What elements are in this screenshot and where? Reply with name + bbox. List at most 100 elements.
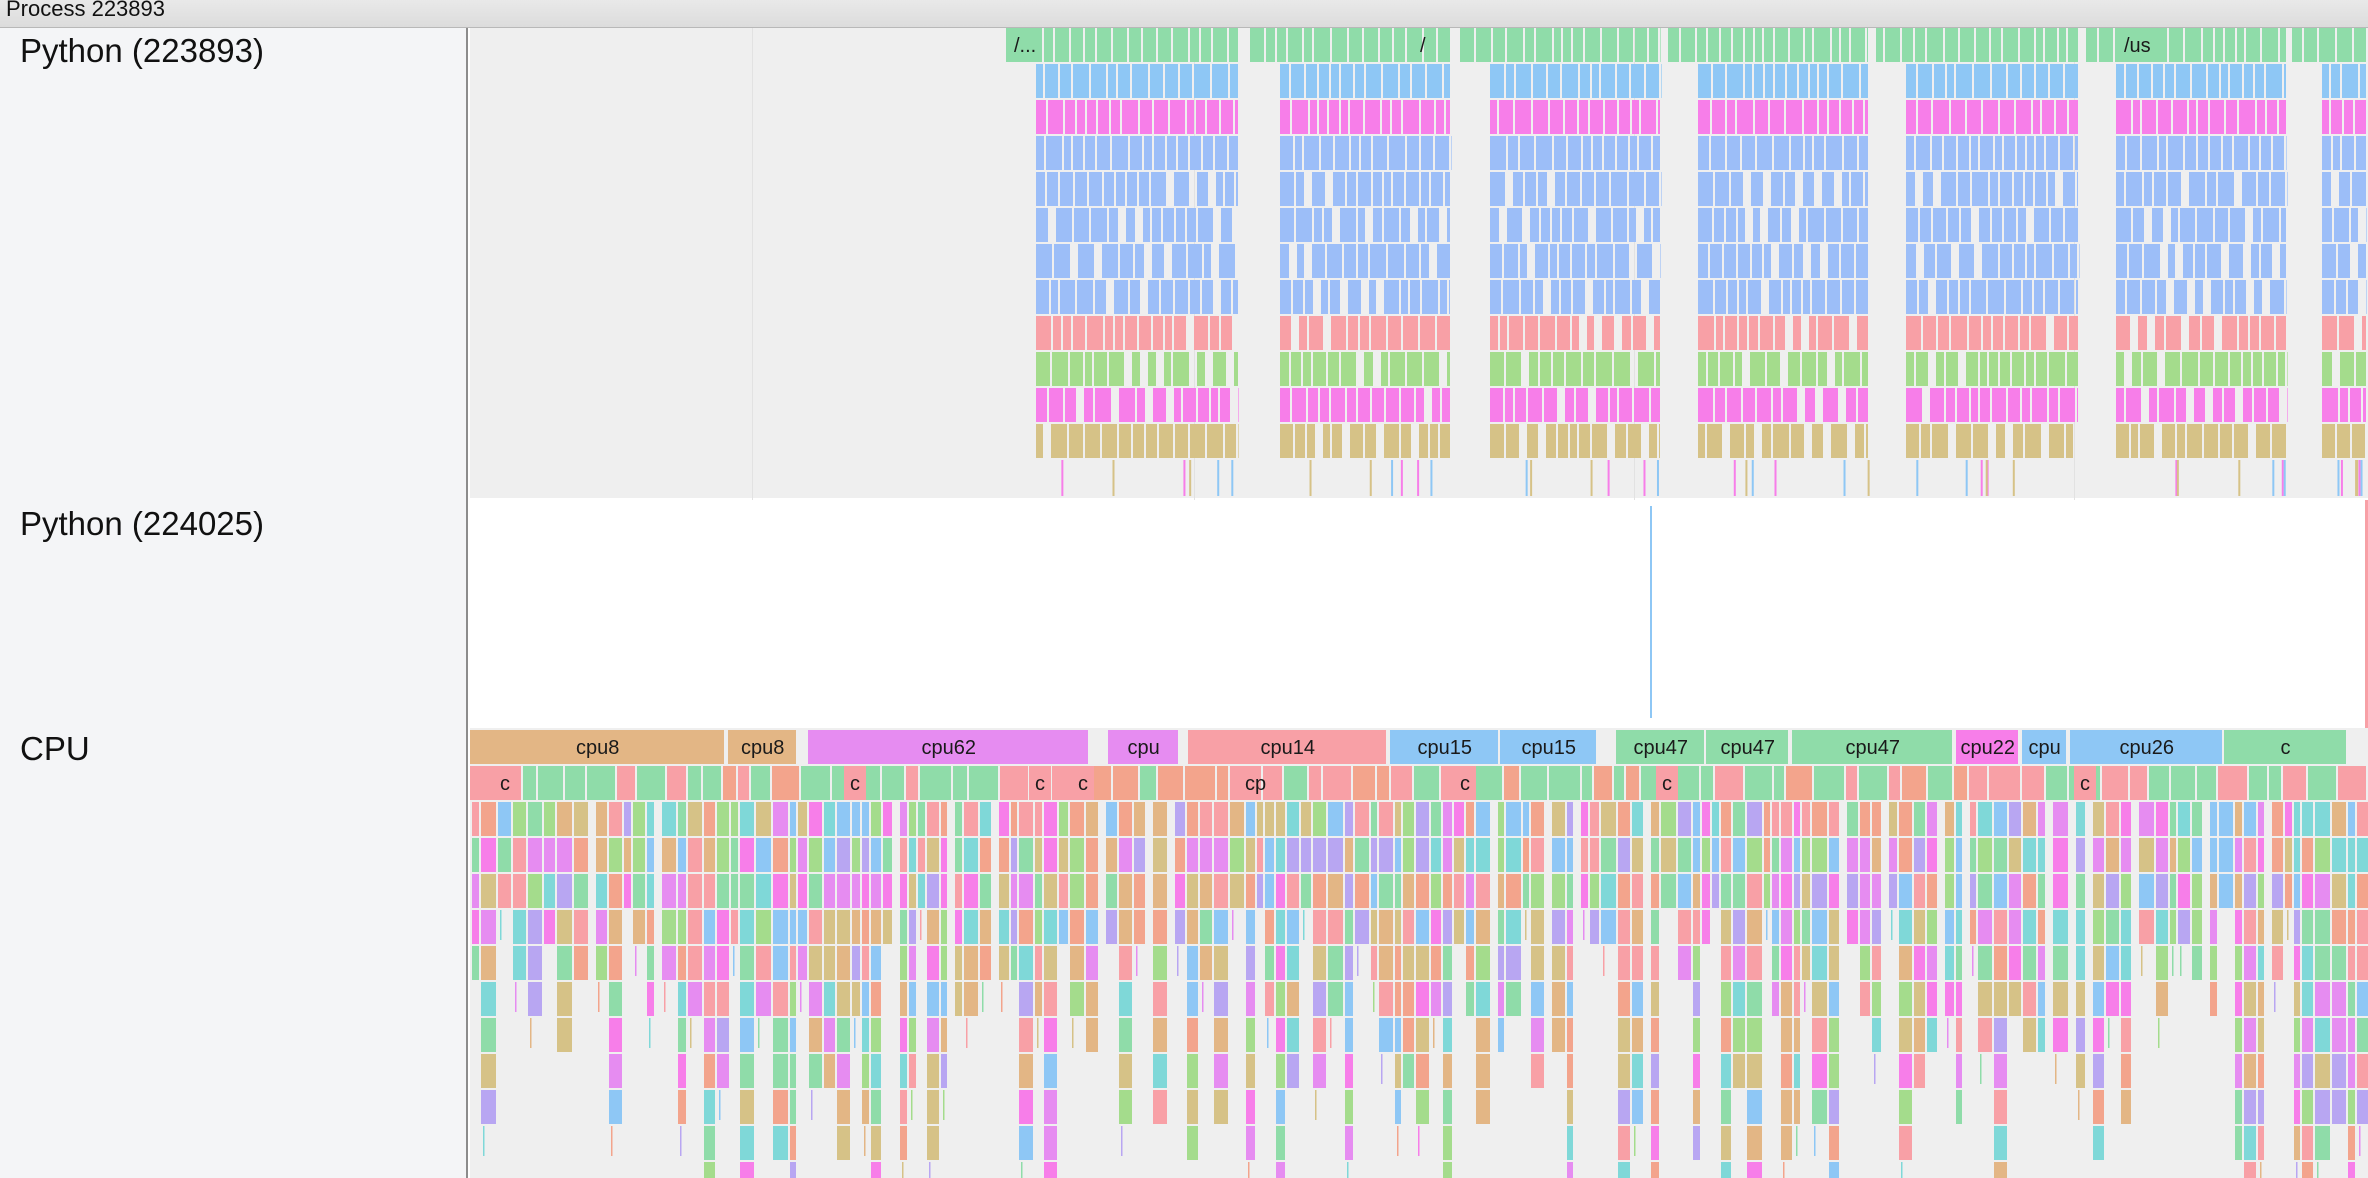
cpu-stack-frame[interactable] bbox=[1403, 1018, 1414, 1052]
flame-frame[interactable] bbox=[1746, 424, 1754, 458]
cpu-subframe[interactable] bbox=[1217, 766, 1228, 800]
cpu-stack-frame[interactable] bbox=[837, 946, 850, 980]
cpu-stack-frame[interactable] bbox=[1476, 982, 1490, 1016]
flame-frame[interactable] bbox=[1153, 316, 1163, 350]
cpu-stack-frame[interactable] bbox=[1395, 982, 1401, 1016]
flame-frame[interactable] bbox=[1144, 136, 1152, 170]
cpu-stack-frame[interactable] bbox=[1651, 1090, 1659, 1124]
cpu-stack-frame[interactable] bbox=[862, 1090, 869, 1124]
flame-frame[interactable] bbox=[1580, 64, 1590, 98]
cpu-stack-frame[interactable] bbox=[1403, 874, 1414, 908]
cpu-stack-frame[interactable] bbox=[1899, 802, 1912, 836]
flame-frame[interactable] bbox=[1656, 460, 1659, 496]
cpu-stack-frame[interactable] bbox=[1693, 1090, 1700, 1124]
flame-frame[interactable] bbox=[1280, 424, 1293, 458]
flame-frame[interactable] bbox=[2195, 280, 2203, 314]
cpu-subframe[interactable] bbox=[667, 766, 686, 800]
cpu-stack-frame[interactable] bbox=[678, 838, 686, 872]
cpu-subframe[interactable] bbox=[2171, 766, 2195, 800]
flame-frame[interactable] bbox=[2224, 388, 2235, 422]
cpu-stack-frame[interactable] bbox=[790, 1162, 796, 1178]
cpu-stack-frame[interactable] bbox=[2348, 874, 2355, 908]
flame-frame[interactable] bbox=[1323, 424, 1330, 458]
cpu-stack-frame[interactable] bbox=[717, 874, 729, 908]
cpu-stack-frame[interactable] bbox=[773, 982, 788, 1016]
cpu-stack-frame[interactable] bbox=[790, 874, 796, 908]
cpu-stack-frame[interactable] bbox=[1403, 802, 1414, 836]
flame-frame[interactable] bbox=[1554, 136, 1566, 170]
cpu-stack-frame[interactable] bbox=[955, 838, 962, 872]
cpu-stack-frame[interactable] bbox=[2121, 1054, 2131, 1088]
flame-frame[interactable] bbox=[1424, 352, 1439, 386]
cpu-stack-frame[interactable] bbox=[731, 910, 738, 944]
cpu-stack-frame[interactable] bbox=[2106, 982, 2119, 1016]
flame-frame[interactable] bbox=[1528, 388, 1542, 422]
flame-frame[interactable] bbox=[1410, 280, 1420, 314]
cpu-stack-frame[interactable] bbox=[1276, 1090, 1285, 1124]
cpu-stack-frame[interactable] bbox=[837, 1054, 850, 1088]
cpu-stack-frame[interactable] bbox=[1618, 838, 1630, 872]
cpu-stack-frame[interactable] bbox=[2106, 946, 2119, 980]
flame-frame[interactable] bbox=[2235, 280, 2246, 314]
flame-frame[interactable] bbox=[1568, 136, 1581, 170]
flame-frame[interactable] bbox=[1111, 100, 1120, 134]
flame-frame[interactable] bbox=[1139, 316, 1151, 350]
cpu-stack-frame[interactable] bbox=[1303, 910, 1305, 940]
flame-frame[interactable] bbox=[1619, 100, 1630, 134]
cpu-stack-frame[interactable] bbox=[1712, 838, 1719, 872]
cpu-stack-frame[interactable] bbox=[2285, 874, 2292, 908]
flame-frame[interactable] bbox=[1536, 136, 1552, 170]
cpu-stack-frame[interactable] bbox=[1747, 910, 1762, 944]
cpu-stack-frame[interactable] bbox=[852, 910, 860, 944]
flame-frame[interactable] bbox=[1114, 280, 1128, 314]
flame-frame[interactable] bbox=[1447, 352, 1450, 386]
flame-frame[interactable] bbox=[2272, 424, 2286, 458]
cpu-stack-frame[interactable] bbox=[1044, 1090, 1057, 1124]
cpu-stack-frame[interactable] bbox=[1812, 1090, 1827, 1124]
flame-frame[interactable] bbox=[1348, 316, 1358, 350]
cpu-stack-frame[interactable] bbox=[1153, 838, 1167, 872]
cpu-subframe[interactable] bbox=[1954, 766, 1967, 800]
flame-frame[interactable] bbox=[1207, 100, 1219, 134]
cpu-stack-frame[interactable] bbox=[1019, 910, 1033, 944]
cpu-stack-frame[interactable] bbox=[1618, 910, 1630, 944]
flame-frame[interactable] bbox=[1615, 244, 1629, 278]
cpu-stack-frame[interactable] bbox=[1443, 838, 1452, 872]
cpu-stack-frame[interactable] bbox=[1072, 1018, 1074, 1048]
flame-frame[interactable] bbox=[2000, 172, 2012, 206]
cpu-stack-frame[interactable] bbox=[2009, 838, 2021, 872]
cpu-stack-frame[interactable] bbox=[2348, 1162, 2355, 1178]
flame-frame[interactable] bbox=[1135, 244, 1144, 278]
flame-frame[interactable] bbox=[2077, 388, 2078, 422]
cpu-stack-frame[interactable] bbox=[1796, 1126, 1798, 1156]
flame-frame[interactable] bbox=[1916, 136, 1930, 170]
cpu-stack-frame[interactable] bbox=[1232, 910, 1234, 940]
flame-frame[interactable] bbox=[1938, 316, 1949, 350]
cpu-stack-frame[interactable] bbox=[2348, 838, 2355, 872]
cpu-stack-frame[interactable] bbox=[2023, 802, 2036, 836]
cpu-stack-frame[interactable] bbox=[1772, 838, 1779, 872]
cpu-stack-frame[interactable] bbox=[1747, 1162, 1762, 1178]
flame-frame[interactable] bbox=[1982, 244, 1998, 278]
flame-frame-highlight[interactable] bbox=[1006, 28, 1042, 62]
cpu-stack-frame[interactable] bbox=[1874, 1054, 1876, 1084]
cpu-stack-frame[interactable] bbox=[2009, 982, 2021, 1016]
cpu-stack-frame[interactable] bbox=[2093, 910, 2104, 944]
flame-frame[interactable] bbox=[1104, 172, 1114, 206]
cpu-stack-frame[interactable] bbox=[798, 874, 807, 908]
flame-frame[interactable] bbox=[1312, 244, 1325, 278]
flame-frame[interactable] bbox=[2159, 388, 2174, 422]
cpu-stack-frame[interactable] bbox=[1276, 946, 1285, 980]
cpu-stack-frame[interactable] bbox=[1829, 874, 1839, 908]
cpu-stack-frame[interactable] bbox=[1733, 874, 1745, 908]
flame-frame[interactable] bbox=[1460, 28, 1474, 62]
flame-frame[interactable] bbox=[1739, 316, 1747, 350]
cpu-stack-frame[interactable] bbox=[1531, 802, 1544, 836]
cpu-stack-frame[interactable] bbox=[927, 946, 939, 980]
cpu-stack-frame[interactable] bbox=[909, 910, 916, 944]
flame-frame[interactable] bbox=[1698, 136, 1709, 170]
cpu-stack-frame[interactable] bbox=[2348, 1126, 2355, 1160]
cpu-stack-frame[interactable] bbox=[1035, 982, 1042, 1016]
cpu-stack-frame[interactable] bbox=[1978, 910, 1992, 944]
cpu-stack-frame[interactable] bbox=[1044, 874, 1057, 908]
